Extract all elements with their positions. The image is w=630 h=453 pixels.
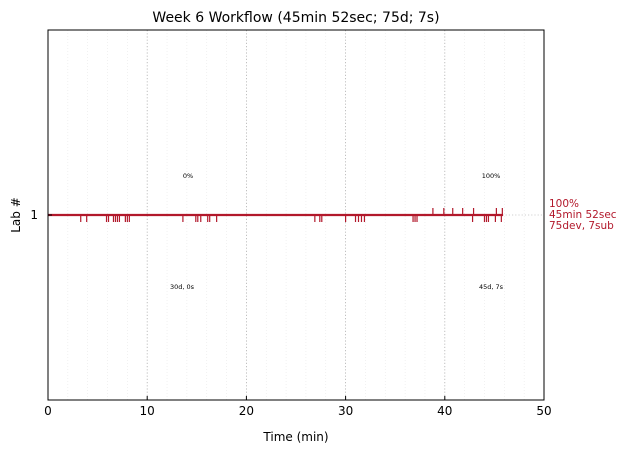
x-tick-label: 30	[338, 404, 353, 418]
side-label-pct: 100%	[549, 198, 579, 210]
annotation-end-pct: 100%	[482, 172, 501, 180]
x-tick-label: 20	[239, 404, 254, 418]
annotation-end-counts: 45d, 7s	[479, 283, 504, 291]
side-label-duration: 45min 52sec	[549, 209, 617, 221]
x-tick-label: 10	[140, 404, 155, 418]
chart-title: Week 6 Workflow (45min 52sec; 75d; 7s)	[152, 10, 439, 26]
y-tick-label: 1	[30, 208, 38, 222]
side-label-counts: 75dev, 7sub	[549, 220, 614, 232]
x-tick-label: 0	[44, 404, 52, 418]
annotation-start-counts: 30d, 0s	[170, 283, 195, 291]
y-axis-label: Lab #	[9, 197, 23, 233]
x-tick-label: 40	[437, 404, 452, 418]
event-marks	[48, 208, 504, 222]
annotation-start-pct: 0%	[183, 172, 193, 180]
x-tick-label: 50	[536, 404, 551, 418]
x-axis-ticks: 0 10 20 30 40 50	[44, 396, 552, 418]
y-axis-ticks: 1	[30, 208, 52, 222]
x-axis-label: Time (min)	[262, 430, 328, 444]
